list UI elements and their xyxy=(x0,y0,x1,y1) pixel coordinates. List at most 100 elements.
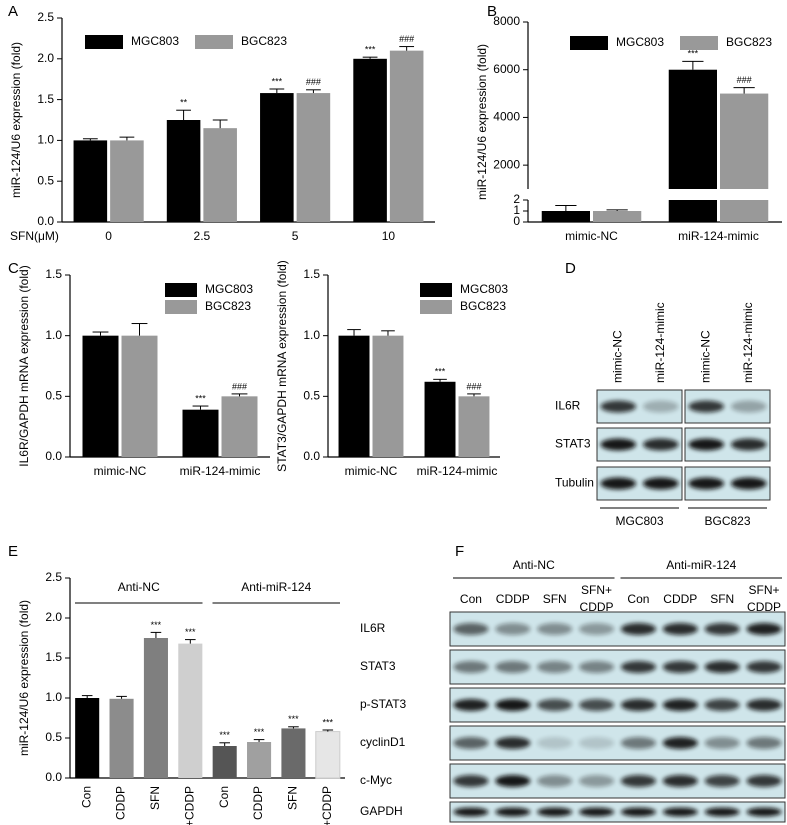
y-tick-label: 2.0 xyxy=(37,51,54,65)
x-tick-label: 2.5 xyxy=(194,229,211,243)
legend-swatch xyxy=(85,35,123,49)
blot-band xyxy=(746,661,782,673)
blot-band xyxy=(620,737,657,749)
group-label: BGC823 xyxy=(704,514,750,528)
y-tick-label: 2.0 xyxy=(45,610,62,624)
row-label: STAT3 xyxy=(555,437,591,451)
y-axis-label: miR-124/U6 expression (fold) xyxy=(9,42,23,198)
blot-band xyxy=(495,623,531,635)
blot-band xyxy=(495,699,531,711)
lane-label: Con xyxy=(627,592,649,606)
bar xyxy=(166,120,201,222)
lane-label: miR-124-mimic xyxy=(741,302,755,383)
blot-band xyxy=(495,661,531,673)
significance-label: *** xyxy=(365,45,376,55)
blot-band xyxy=(662,699,698,711)
significance-label: ### xyxy=(399,34,414,44)
bar xyxy=(75,698,100,778)
legend-swatch xyxy=(165,300,197,314)
legend-label: MGC803 xyxy=(460,282,508,296)
bar xyxy=(353,58,387,222)
blot-band xyxy=(495,737,531,749)
y-tick-label: 1.0 xyxy=(45,690,62,704)
y-tick-label: 6000 xyxy=(493,62,520,76)
group-label: Anti-miR-124 xyxy=(666,558,736,572)
blot-band xyxy=(537,737,573,749)
row-label: GAPDH xyxy=(360,804,403,818)
significance-label: *** xyxy=(288,714,299,724)
y-tick-label: 0.0 xyxy=(45,449,62,463)
blot-band xyxy=(704,807,740,817)
y-tick-label: 0.5 xyxy=(37,173,54,187)
group-label: Anti-miR-124 xyxy=(241,580,311,594)
bar xyxy=(372,335,404,457)
row-label: cyclinD1 xyxy=(360,735,406,749)
blot-band xyxy=(578,737,615,749)
legend-label: MGC803 xyxy=(131,34,179,48)
significance-label: ### xyxy=(466,381,481,391)
bar-lower xyxy=(668,200,717,222)
x-tick-label: SFN xyxy=(286,786,300,810)
blot-band xyxy=(662,661,698,673)
x-tick-label: mimic-NC xyxy=(345,464,398,478)
panel-letter: D xyxy=(565,260,576,277)
x-tick-label: CDDP xyxy=(251,786,265,820)
blot-band xyxy=(453,775,489,787)
x-tick-label: 5 xyxy=(292,229,299,243)
significance-label: *** xyxy=(435,367,446,377)
blot-band xyxy=(662,737,698,749)
legend-label: BGC823 xyxy=(241,34,287,48)
y-tick-label: 1.0 xyxy=(45,328,62,342)
panel-letter: F xyxy=(455,543,464,560)
lane-label: CDDP xyxy=(747,600,781,614)
y-tick-label: 2.5 xyxy=(45,570,62,584)
x-tick-label: miR-124-mimic xyxy=(180,464,261,478)
blot-band xyxy=(746,807,782,817)
bar xyxy=(109,698,134,778)
bar xyxy=(260,93,294,223)
y-tick-label: 8000 xyxy=(493,14,520,28)
panel-letter: C xyxy=(8,260,19,277)
bar xyxy=(203,128,237,222)
blot-band xyxy=(453,807,489,817)
x-tick-label: miR-124-mimic xyxy=(417,464,498,478)
bar xyxy=(212,746,237,778)
y-tick-label: 1.5 xyxy=(45,650,62,664)
blot-band xyxy=(688,477,725,490)
blot-band xyxy=(704,623,740,635)
y-axis-label: miR-124/U6 expression (fold) xyxy=(17,600,31,756)
blot-band xyxy=(620,807,657,817)
blot-band xyxy=(704,737,740,749)
x-tick-label: mimic-NC xyxy=(94,464,147,478)
row-label: Tubulin xyxy=(555,476,594,490)
blot-band xyxy=(642,477,679,490)
lane-label: SFN+ xyxy=(581,583,612,597)
bar xyxy=(143,638,168,778)
y-tick-label: 2 xyxy=(513,192,520,206)
group-label: Anti-NC xyxy=(513,558,555,572)
blot-band xyxy=(578,661,615,673)
blot-band xyxy=(662,775,698,787)
x-tick-label: SFN+CDDP xyxy=(182,786,196,825)
blot-band xyxy=(600,477,637,490)
bar xyxy=(389,50,424,222)
y-axis-label: IL6R/GAPDH mRNA expression (fold) xyxy=(17,265,31,466)
lane-label: CDDP xyxy=(496,592,530,606)
x-tick-label: CDDP xyxy=(114,786,128,820)
legend-swatch xyxy=(195,35,233,49)
y-tick-label: 2000 xyxy=(493,157,520,171)
blot-band xyxy=(537,699,573,711)
legend-swatch xyxy=(680,36,718,50)
blot-band xyxy=(600,400,637,413)
blot-band xyxy=(746,699,782,711)
lane-label: miR-124-mimic xyxy=(653,302,667,383)
bar xyxy=(296,93,331,223)
blot-band xyxy=(453,661,489,673)
bar-lower xyxy=(720,200,769,222)
row-label: c-Myc xyxy=(360,773,392,787)
lane-label: SFN+ xyxy=(749,583,780,597)
significance-label: ### xyxy=(232,381,247,391)
y-tick-label: 0.5 xyxy=(45,730,62,744)
blot-band xyxy=(537,775,573,787)
blot-band xyxy=(537,807,573,817)
